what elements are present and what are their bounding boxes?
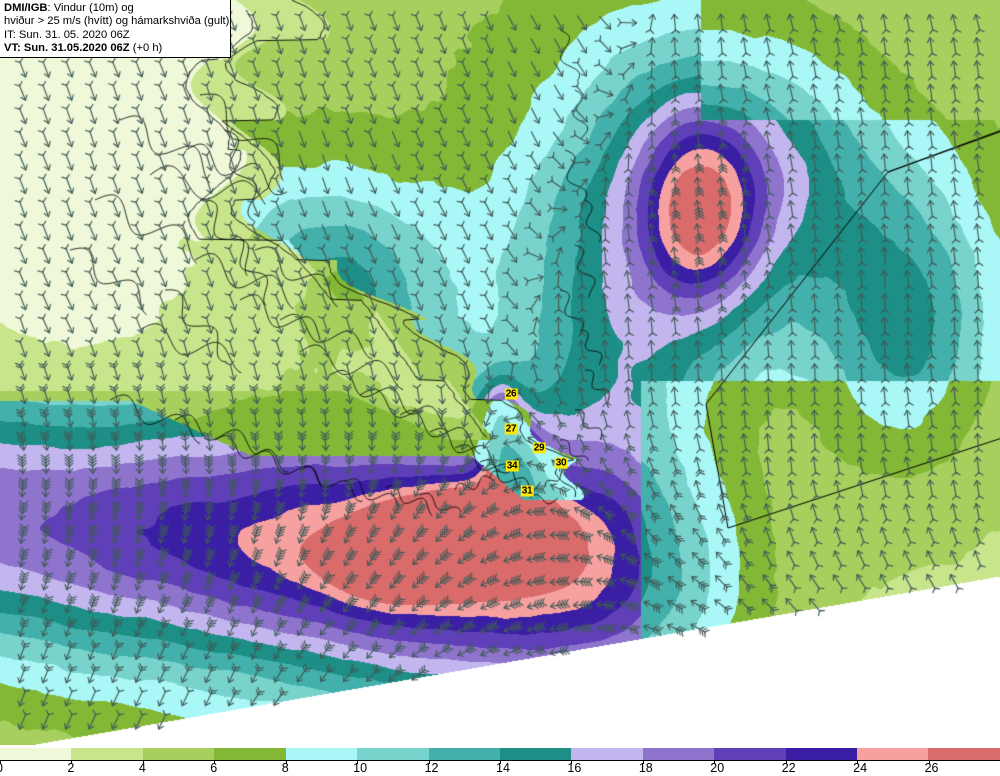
colorbar-tick xyxy=(928,760,930,764)
colorbar-tick-label: 20 xyxy=(710,761,725,775)
colorbar-tick xyxy=(500,760,501,764)
colorbar-tick xyxy=(428,760,430,764)
colorbar-tick-label: 6 xyxy=(210,761,218,775)
colorbar-tick xyxy=(714,760,716,764)
source-label: DMI/IGB xyxy=(4,2,48,14)
colorbar-tick-label: 12 xyxy=(424,761,439,775)
colorbar-tick xyxy=(142,760,144,764)
forecast-hour-label: (+0 h) xyxy=(129,42,163,55)
colorbar-tick-label: 0 xyxy=(0,762,3,775)
wind-field-raster xyxy=(0,0,1000,745)
colorbar-band xyxy=(71,748,143,760)
colorbar xyxy=(0,748,1000,760)
variable-label: : Vindur (10m) og xyxy=(47,2,134,14)
gust-value-label: 29 xyxy=(532,442,546,454)
colorbar-tick-label: 8 xyxy=(281,761,289,775)
info-line-3-init-time: IT: Sun. 31. 05. 2020 06Z xyxy=(4,28,130,41)
colorbar-band xyxy=(428,748,500,760)
colorbar-band xyxy=(642,748,715,760)
gust-value-label: 34 xyxy=(505,460,519,472)
colorbar-tick xyxy=(785,760,787,764)
info-line-2: hviður > 25 m/s (hvítt) og hámarkshviða … xyxy=(4,15,230,28)
colorbar-tick xyxy=(571,760,573,764)
colorbar-band xyxy=(357,748,429,760)
colorbar-tick-label: 16 xyxy=(567,761,582,775)
colorbar-tick-label: 26 xyxy=(924,761,939,775)
colorbar-band xyxy=(0,748,72,760)
colorbar-band xyxy=(214,748,286,760)
colorbar-tick-label: 2 xyxy=(67,761,75,775)
gust-value-label: 26 xyxy=(504,388,518,400)
colorbar-tick xyxy=(285,760,287,764)
colorbar-tick-label: 4 xyxy=(138,761,146,775)
colorbar-tick xyxy=(357,760,359,764)
colorbar-band xyxy=(571,748,643,760)
colorbar-tick xyxy=(642,760,644,764)
colorbar-tick xyxy=(0,760,1,764)
info-line-1: DMI/IGB: Vindur (10m) og xyxy=(4,2,227,15)
info-line-4-valid-time: VT: Sun. 31.05.2020 06Z (+0 h) xyxy=(4,42,227,55)
colorbar-tick-label: 24 xyxy=(853,761,868,775)
valid-time-label: VT: Sun. 31.05.2020 06Z xyxy=(4,42,130,55)
colorbar-band xyxy=(142,748,215,760)
colorbar-tick xyxy=(214,760,216,764)
colorbar-tick xyxy=(71,760,73,764)
colorbar-area: 02468101214161820222426 xyxy=(0,745,1000,776)
map-area[interactable] xyxy=(0,0,1000,745)
colorbar-band xyxy=(785,748,858,760)
colorbar-band xyxy=(928,748,1000,760)
colorbar-band xyxy=(714,748,786,760)
colorbar-tick-label: 22 xyxy=(781,761,796,775)
colorbar-band xyxy=(285,748,358,760)
colorbar-band xyxy=(499,748,572,760)
colorbar-tick-label: 14 xyxy=(496,761,510,775)
colorbar-tick-label: 18 xyxy=(638,761,653,775)
chart-info-box: DMI/IGB: Vindur (10m) og hviður > 25 m/s… xyxy=(0,0,231,58)
colorbar-tick xyxy=(857,760,859,764)
colorbar-band xyxy=(857,748,929,760)
gust-value-label: 30 xyxy=(554,457,568,469)
gust-value-label: 31 xyxy=(520,485,534,497)
gust-value-label: 27 xyxy=(504,423,518,435)
colorbar-tick-label: 10 xyxy=(353,761,368,775)
